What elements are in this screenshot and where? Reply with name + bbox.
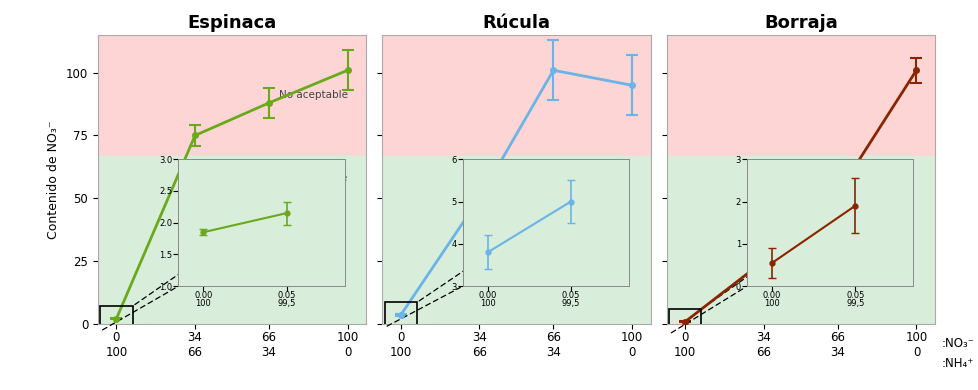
Bar [384, 302, 417, 328]
Title: Borraja: Borraja [763, 14, 837, 32]
Text: :NH₄⁺: :NH₄⁺ [941, 357, 973, 370]
Y-axis label: Contenido de NO₃⁻: Contenido de NO₃⁻ [47, 120, 61, 239]
Bar [666, 156, 934, 324]
Bar [381, 156, 650, 324]
Text: No aceptable: No aceptable [279, 90, 347, 100]
Title: Rúcula: Rúcula [482, 14, 550, 32]
Text: Aceptable: Aceptable [295, 173, 347, 183]
Bar [668, 309, 700, 334]
Bar [100, 306, 132, 331]
Text: :NO₃⁻: :NO₃⁻ [941, 337, 974, 351]
Title: Espinaca: Espinaca [187, 14, 277, 32]
Bar [98, 156, 366, 324]
